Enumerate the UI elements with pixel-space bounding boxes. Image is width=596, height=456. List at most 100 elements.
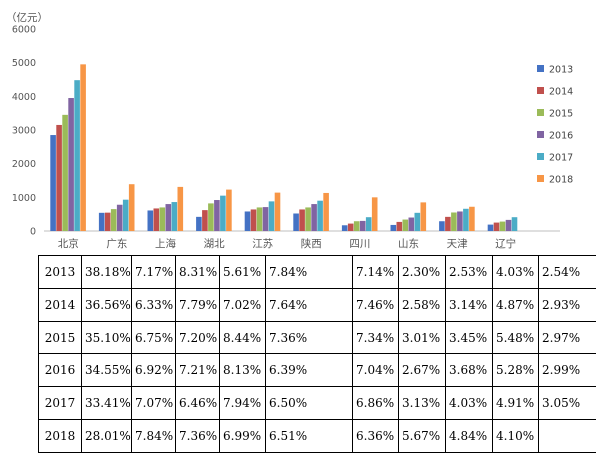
share-cell: 5.67% [398,419,446,453]
share-cell: 7.79% [175,287,220,322]
table-row: 2014 36.56% 6.33% 7.79% 7.02% 7.64% 7.46% 2.58%… [38,287,596,322]
bar-2014 [202,210,208,231]
share-cell: 2.93% [538,287,596,322]
share-cell: 34.55% [81,353,132,388]
bar-2014 [445,216,451,231]
share-cell: 33.41% [81,386,132,421]
row-year-cell: 2015 [38,320,82,355]
share-cell: 4.10% [492,419,539,453]
legend-label: 2016 [549,131,573,142]
share-cell: 4.87% [492,287,539,322]
share-table: 2013 38.18% 7.17% 8.31% 5.61% 7.84% 7.14% 2.30%… [38,255,596,453]
share-cell: 6.50% [265,386,353,421]
bar-2013 [50,135,56,231]
share-cell: 8.13% [219,353,266,388]
legend-swatch [537,153,544,160]
share-cell: 7.84% [131,419,176,453]
share-cell: 7.17% [131,255,176,289]
legend-label: 2015 [549,109,573,120]
category-label: 北京 [58,237,79,250]
legend: 2013 2014 2015 2016 2017 2018 [537,65,573,186]
legend-label: 2014 [549,87,573,98]
share-cell: 6.51% [265,419,353,453]
table-row: 2015 35.10% 6.75% 7.20% 8.44% 7.36% 7.34% 3.01%… [38,320,596,355]
bar-2013 [487,224,494,231]
share-cell: 6.33% [131,287,176,322]
share-cell: 28.01% [81,419,132,453]
share-cell: 3.45% [445,320,493,355]
bar-2015 [451,212,457,231]
bar-2018 [128,184,135,231]
table-row: 2013 38.18% 7.17% 8.31% 5.61% 7.84% 7.14% 2.30%… [38,255,596,289]
bar-series [50,64,518,232]
bar-2018 [226,189,232,231]
bar-2015 [110,209,117,231]
bar-2017 [317,200,323,231]
share-cell: 7.04% [352,353,399,388]
share-cell: 2.30% [398,255,446,289]
bar-2018 [274,192,281,231]
category-label: 湖北 [204,238,225,250]
bar-2018 [323,192,329,231]
share-cell: 38.18% [81,255,132,289]
share-cell: 6.92% [131,353,176,388]
share-cell: 6.86% [352,386,399,421]
share-cell: 2.99% [538,353,596,388]
legend-swatch [537,131,544,138]
bar-2014 [493,222,500,231]
category-label: 四川 [349,238,370,250]
share-cell: 4.91% [492,386,539,421]
legend-label: 2018 [549,175,573,186]
bar-2017 [511,217,518,231]
row-year-cell: 2014 [38,287,82,322]
share-cell: 3.01% [398,320,446,355]
y-tick-label: 0 [30,227,36,238]
bar-2017 [122,199,129,231]
category-label: 天津 [447,238,468,250]
share-cell: 2.67% [398,353,446,388]
share-cell: 8.44% [219,320,266,355]
row-year-cell: 2016 [38,353,82,388]
share-cell [538,419,596,453]
bar-2015 [305,207,311,231]
share-cell: 6.75% [131,320,176,355]
table-row: 2016 34.55% 6.92% 7.21% 8.13% 6.39% 7.04% 2.67%… [38,353,596,388]
share-cell: 8.31% [175,255,220,289]
bar-2015 [402,219,409,231]
share-cell: 7.36% [175,419,220,453]
bar-2013 [341,225,348,231]
bar-2016 [311,204,317,231]
bar-chart: （亿元） 0 1000 2000 3000 4000 5000 6000 北京 广东 上海 湖北 江… [6,11,573,250]
bar-2013 [147,210,154,231]
legend-swatch [537,87,544,94]
bar-2018 [420,202,427,231]
bar-2014 [153,208,160,231]
share-cell: 4.84% [445,419,493,453]
table-row: 2017 33.41% 7.07% 6.46% 7.94% 6.50% 6.86% 3.13%… [38,386,596,421]
y-tick-label: 5000 [12,58,36,69]
share-cell: 35.10% [81,320,132,355]
bar-2014 [396,221,403,231]
share-cell: 3.05% [538,386,596,421]
bar-2018 [80,64,86,231]
legend-swatch [537,65,544,72]
bar-2017 [365,217,372,231]
share-cell: 4.03% [445,386,493,421]
bar-2016 [214,200,220,231]
bar-2015 [159,207,166,231]
legend-swatch [537,175,544,182]
share-cell: 5.61% [219,255,266,289]
bar-2017 [220,195,226,231]
y-tick-label: 1000 [12,193,36,204]
y-axis-unit-label: （亿元） [6,11,48,24]
share-cell: 6.39% [265,353,353,388]
share-cell: 6.36% [352,419,399,453]
bar-2014 [250,209,257,231]
share-cell: 2.58% [398,287,446,322]
category-label: 辽宁 [495,237,516,250]
share-cell: 3.14% [445,287,493,322]
bar-2013 [439,221,445,231]
y-tick-label: 3000 [12,126,36,137]
y-axis-ticks: 0 1000 2000 3000 4000 5000 6000 [12,25,36,238]
share-cell: 6.99% [219,419,266,453]
